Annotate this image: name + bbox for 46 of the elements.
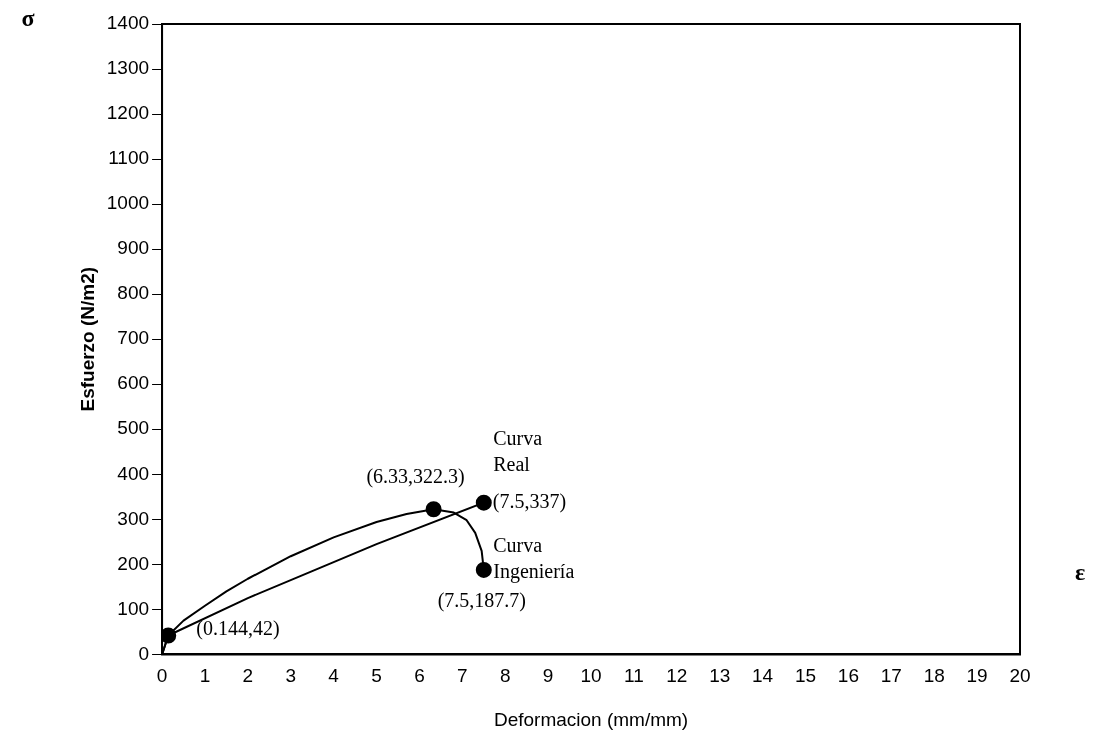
y-tick-label: 100: [117, 597, 150, 619]
text: σ: [21, 5, 35, 32]
y-tick-label: 400: [117, 462, 150, 484]
annotation: Curva Real: [493, 427, 543, 476]
x-tick-label: 12: [666, 665, 688, 687]
x-tick-label: 5: [371, 665, 382, 687]
y-tick-label: 800: [117, 282, 150, 304]
x-tick-label: 9: [542, 665, 554, 687]
y-tick-label: 1300: [106, 57, 150, 79]
x-tick-label: 8: [499, 665, 511, 687]
y-tick-label: 700: [117, 327, 150, 349]
x-tick-label: 11: [624, 665, 644, 687]
y-tick-label: 900: [117, 237, 150, 259]
y-tick-label: 500: [117, 417, 150, 439]
x-tick-label: 10: [580, 665, 602, 687]
y-tick-label: 300: [117, 507, 150, 529]
y-tick-label: 0: [138, 642, 150, 664]
x-tick-label: 16: [837, 665, 859, 687]
x-tick-label: 6: [414, 665, 425, 687]
annotation: (0.144,42): [196, 616, 280, 640]
annotation: (7.5,337): [492, 489, 567, 513]
y-tick-label: 1000: [106, 192, 150, 214]
x-tick-label: 14: [752, 665, 774, 687]
y-tick-label: 1100: [108, 147, 150, 169]
x-tick-label: 7: [457, 665, 468, 687]
y-tick-label: 1400: [106, 12, 150, 34]
text: ε: [1074, 558, 1086, 585]
x-tick-label: 15: [794, 665, 817, 687]
x-tick-label: 17: [880, 665, 902, 687]
x-tick-label: 0: [156, 665, 168, 687]
x-axis-title: Deformacion (mm/mm): [493, 708, 689, 730]
annotation: Curva Ingeniería: [493, 534, 575, 584]
y-tick-label: 200: [117, 552, 150, 574]
annotation: (6.33,322.3): [366, 464, 465, 488]
y-tick-label: 1200: [106, 102, 150, 124]
x-tick-label: 1: [199, 665, 211, 687]
x-tick-label: 2: [242, 665, 254, 687]
x-tick-label: 20: [1009, 665, 1031, 687]
x-tick-label: 4: [328, 665, 340, 687]
x-tick-label: 3: [285, 665, 297, 687]
annotation: (7.5,187.7): [437, 589, 526, 613]
x-tick-label: 13: [709, 665, 731, 687]
x-tick-label: 18: [923, 665, 945, 687]
y-tick-label: 600: [117, 372, 150, 394]
y-axis-title: Esfuerzo (N/m2): [76, 266, 98, 412]
x-tick-label: 19: [966, 665, 988, 687]
